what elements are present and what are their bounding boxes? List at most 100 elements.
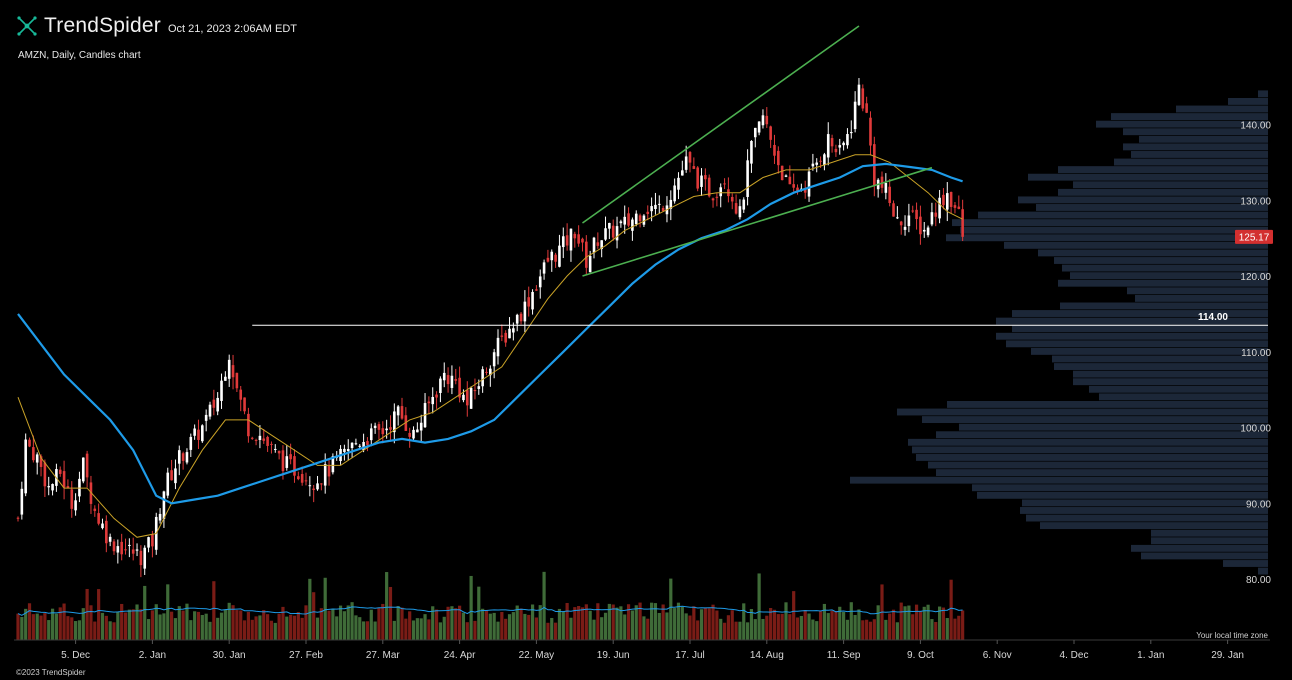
candle-body xyxy=(819,160,822,162)
volume-bar xyxy=(461,612,466,640)
volume-bar xyxy=(419,618,423,640)
y-tick-label: 140.00 xyxy=(1240,121,1271,132)
candle-body xyxy=(16,517,20,519)
candle-body xyxy=(396,406,400,416)
volume-bar xyxy=(120,603,124,640)
candle-body xyxy=(454,379,458,381)
volume-bar xyxy=(834,610,838,640)
candle-body xyxy=(112,541,116,552)
candle-body xyxy=(807,171,811,197)
candle-body xyxy=(823,154,826,166)
volume-bar xyxy=(273,622,277,640)
volume-bar xyxy=(826,613,830,640)
volume-bar xyxy=(154,604,158,640)
volume-bar xyxy=(258,615,262,640)
volume-profile-bar xyxy=(1020,507,1268,514)
candle-body xyxy=(320,483,323,485)
candle-body xyxy=(527,297,531,307)
volume-bar xyxy=(196,611,201,640)
candle-body xyxy=(730,196,734,202)
volume-bars xyxy=(16,571,965,640)
volume-bar xyxy=(780,613,784,640)
volume-profile-bar xyxy=(1012,325,1268,333)
candle-body xyxy=(220,380,223,401)
candle-body xyxy=(331,456,335,473)
volume-bar xyxy=(684,613,688,640)
candle-body xyxy=(627,213,630,226)
volume-bar xyxy=(200,615,204,640)
candle-body xyxy=(834,148,838,153)
candle-body xyxy=(28,439,31,447)
volume-bar xyxy=(185,603,189,640)
volume-profile-bar xyxy=(1038,249,1268,257)
candle-body xyxy=(957,206,961,209)
candle-body xyxy=(692,166,696,169)
candle-body xyxy=(542,262,546,274)
candle-body xyxy=(308,485,312,487)
volume-bar xyxy=(112,622,116,640)
volume-bar xyxy=(853,615,857,640)
volume-bar xyxy=(884,619,888,640)
candle-body xyxy=(431,397,435,405)
volume-bar xyxy=(615,607,619,640)
volume-bar xyxy=(308,578,312,640)
candle-body xyxy=(277,450,281,454)
volume-profile-bar xyxy=(972,484,1268,492)
volume-profile-bar xyxy=(1228,97,1268,105)
volume-bar xyxy=(949,579,953,640)
volume-profile xyxy=(850,90,1268,575)
candle-body xyxy=(677,177,680,190)
volume-bar xyxy=(769,607,773,640)
volume-bar xyxy=(250,619,254,640)
candle-body xyxy=(481,369,484,387)
candle-body xyxy=(97,513,100,524)
candle-body xyxy=(669,199,673,209)
volume-bar xyxy=(857,609,861,640)
volume-bar xyxy=(653,603,658,640)
candle-body xyxy=(723,183,726,185)
volume-bar xyxy=(216,617,220,640)
candle-body xyxy=(369,428,373,441)
volume-bar xyxy=(323,577,327,640)
candle-body xyxy=(696,167,699,189)
candle-body xyxy=(915,209,918,220)
candle-body xyxy=(51,484,54,491)
candle-body xyxy=(85,453,89,478)
volume-profile-bar xyxy=(1123,128,1268,136)
candle-body xyxy=(346,449,350,452)
volume-bar xyxy=(488,613,492,640)
volume-bar xyxy=(166,584,170,640)
volume-profile-bar xyxy=(1223,560,1268,567)
candle-body xyxy=(746,160,749,197)
candle-body xyxy=(465,390,469,406)
volume-bar xyxy=(269,620,274,640)
candle-body xyxy=(849,132,853,134)
candle-body xyxy=(362,442,365,451)
chart-timestamp: Oct 21, 2023 2:06AM EDT xyxy=(168,23,298,35)
volume-bar xyxy=(803,609,807,640)
volume-profile-bar xyxy=(1026,514,1268,522)
volume-bar xyxy=(907,605,911,640)
volume-bar xyxy=(47,620,51,640)
candle-body xyxy=(177,450,181,464)
volume-bar xyxy=(354,615,358,640)
volume-profile-bar xyxy=(1139,135,1268,143)
candle-body xyxy=(166,472,170,496)
candle-body xyxy=(769,126,772,140)
volume-bar xyxy=(70,617,74,640)
volume-average-line xyxy=(17,605,963,616)
candle-body xyxy=(788,176,792,185)
volume-bar xyxy=(903,606,907,640)
volume-bar xyxy=(492,612,496,640)
volume-bar xyxy=(922,606,926,640)
volume-bar xyxy=(50,608,55,640)
candle-body xyxy=(953,205,957,208)
volume-bar xyxy=(515,605,519,640)
candle-body xyxy=(896,217,899,219)
volume-profile-bar xyxy=(1131,151,1268,158)
volume-bar xyxy=(868,621,873,640)
volume-bar xyxy=(822,603,826,640)
volume-bar xyxy=(181,610,185,640)
candle-body xyxy=(358,445,362,447)
